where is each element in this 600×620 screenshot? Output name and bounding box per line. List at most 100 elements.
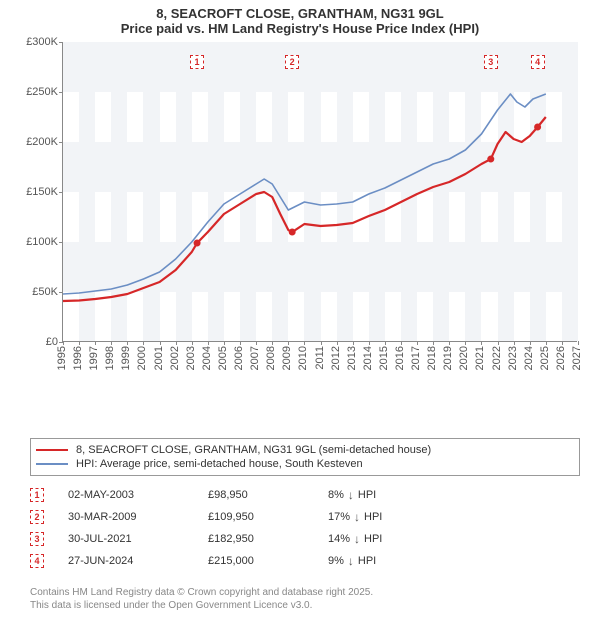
transaction-price: £98,950: [208, 489, 328, 501]
xtick-mark: [224, 341, 225, 345]
xtick-mark: [465, 341, 466, 345]
xtick-mark: [337, 341, 338, 345]
ytick-mark: [59, 242, 63, 243]
transaction-delta: 9%↓HPI: [328, 554, 438, 568]
xtick-mark: [127, 341, 128, 345]
xtick-label: 2001: [153, 346, 165, 370]
xtick-mark: [95, 341, 96, 345]
xtick-mark: [369, 341, 370, 345]
xtick-mark: [272, 341, 273, 345]
xtick-label: 2004: [201, 346, 213, 370]
xtick-mark: [176, 341, 177, 345]
transaction-marker: 4: [30, 554, 44, 568]
transaction-delta-pct: 14%: [328, 533, 350, 545]
xtick-label: 2011: [314, 346, 326, 370]
xtick-label: 2023: [507, 346, 519, 370]
transaction-date: 30-MAR-2009: [68, 511, 208, 523]
xtick-label: 1997: [88, 346, 100, 370]
title-line1: 8, SEACROFT CLOSE, GRANTHAM, NG31 9GL: [0, 6, 600, 21]
xtick-mark: [433, 341, 434, 345]
legend-label-hpi: HPI: Average price, semi-detached house,…: [76, 458, 363, 470]
xtick-label: 2008: [265, 346, 277, 370]
footer: Contains HM Land Registry data © Crown c…: [30, 586, 373, 612]
xtick-mark: [143, 341, 144, 345]
chart-container: 8, SEACROFT CLOSE, GRANTHAM, NG31 9GL Pr…: [0, 0, 600, 620]
series-dot-price_paid: [194, 240, 201, 247]
transaction-delta-unit: HPI: [358, 489, 376, 501]
xtick-mark: [530, 341, 531, 345]
xtick-label: 2018: [426, 346, 438, 370]
ytick-mark: [59, 292, 63, 293]
xtick-label: 2021: [474, 346, 486, 370]
xtick-label: 2013: [346, 346, 358, 370]
transaction-price: £109,950: [208, 511, 328, 523]
transaction-delta: 17%↓HPI: [328, 510, 438, 524]
sale-marker-3: 3: [484, 55, 498, 69]
transaction-delta: 14% ↓ HPI: [328, 532, 438, 546]
arrow-down-icon: ↓: [348, 488, 354, 502]
legend-row-hpi: HPI: Average price, semi-detached house,…: [36, 458, 574, 470]
footer-line1: Contains HM Land Registry data © Crown c…: [30, 586, 373, 599]
xtick-mark: [401, 341, 402, 345]
xtick-mark: [160, 341, 161, 345]
legend-swatch-hpi: [36, 463, 68, 465]
xtick-mark: [353, 341, 354, 345]
ytick-label: £100K: [20, 236, 58, 248]
chart: 1234 £0£50K£100K£150K£200K£250K£300K1995…: [20, 42, 585, 392]
arrow-down-icon: ↓: [354, 510, 360, 524]
transaction-date: 30-JUL-2021: [68, 533, 208, 545]
arrow-down-icon: ↓: [354, 532, 360, 546]
xtick-mark: [578, 341, 579, 345]
transaction-marker: 1: [30, 488, 44, 502]
transaction-row: 427-JUN-2024£215,0009%↓HPI: [30, 550, 580, 572]
transaction-date: 02-MAY-2003: [68, 489, 208, 501]
xtick-mark: [481, 341, 482, 345]
xtick-label: 2005: [217, 346, 229, 370]
title-block: 8, SEACROFT CLOSE, GRANTHAM, NG31 9GL Pr…: [0, 0, 600, 36]
transaction-row: 102-MAY-2003£98,9508%↓HPI: [30, 484, 580, 506]
xtick-mark: [562, 341, 563, 345]
series-dot-price_paid: [487, 156, 494, 163]
ytick-label: £50K: [20, 286, 58, 298]
sale-marker-2: 2: [285, 55, 299, 69]
legend-row-price-paid: 8, SEACROFT CLOSE, GRANTHAM, NG31 9GL (s…: [36, 444, 574, 456]
xtick-label: 1996: [72, 346, 84, 370]
xtick-label: 2002: [169, 346, 181, 370]
xtick-label: 2020: [458, 346, 470, 370]
xtick-mark: [240, 341, 241, 345]
transaction-delta-unit: HPI: [364, 533, 382, 545]
ytick-mark: [59, 42, 63, 43]
plot-area: 1234: [62, 42, 577, 342]
footer-line2: This data is licensed under the Open Gov…: [30, 599, 373, 612]
transaction-date: 27-JUN-2024: [68, 555, 208, 567]
transaction-delta-unit: HPI: [364, 511, 382, 523]
xtick-label: 2015: [378, 346, 390, 370]
xtick-label: 2006: [233, 346, 245, 370]
xtick-mark: [111, 341, 112, 345]
xtick-label: 2000: [136, 346, 148, 370]
xtick-mark: [288, 341, 289, 345]
xtick-mark: [449, 341, 450, 345]
series-line-price_paid: [63, 117, 546, 301]
ytick-label: £150K: [20, 186, 58, 198]
xtick-label: 2010: [297, 346, 309, 370]
chart-lines-svg: [63, 42, 577, 341]
xtick-mark: [63, 341, 64, 345]
xtick-mark: [417, 341, 418, 345]
transaction-price: £182,950: [208, 533, 328, 545]
transaction-row: 330-JUL-2021£182,95014%↓HPI: [30, 528, 580, 550]
sale-marker-1: 1: [190, 55, 204, 69]
xtick-label: 2024: [523, 346, 535, 370]
xtick-label: 2009: [281, 346, 293, 370]
xtick-mark: [256, 341, 257, 345]
xtick-mark: [498, 341, 499, 345]
ytick-label: £300K: [20, 36, 58, 48]
xtick-mark: [192, 341, 193, 345]
ytick-mark: [59, 142, 63, 143]
ytick-mark: [59, 92, 63, 93]
xtick-mark: [385, 341, 386, 345]
legend-label-price-paid: 8, SEACROFT CLOSE, GRANTHAM, NG31 9GL (s…: [76, 444, 431, 456]
arrow-down-icon: ↓: [348, 554, 354, 568]
ytick-label: £200K: [20, 136, 58, 148]
title-line2: Price paid vs. HM Land Registry's House …: [0, 21, 600, 36]
